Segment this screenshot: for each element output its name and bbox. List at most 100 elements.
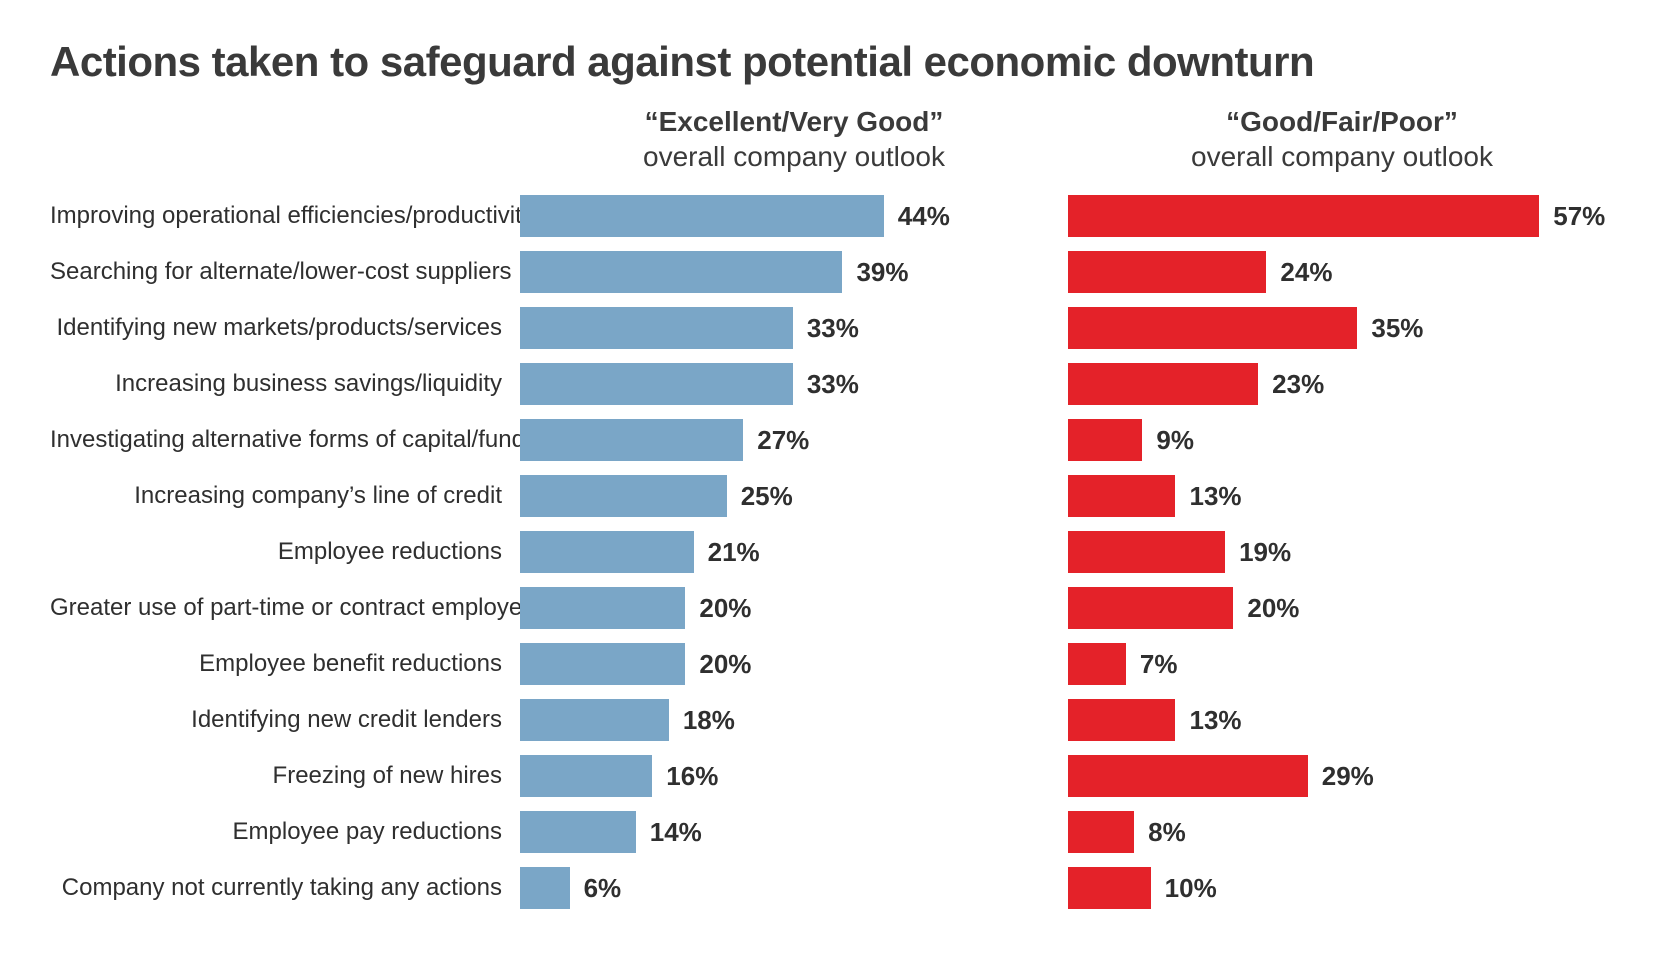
bar-value-goodfairpoor: 9% [1156,425,1194,456]
bar-cell-excellent: 20% [520,580,1068,636]
chart-container: Actions taken to safeguard against poten… [0,0,1666,963]
bar-cell-goodfairpoor: 7% [1068,636,1616,692]
bar-cell-goodfairpoor: 10% [1068,860,1616,916]
category-label: Improving operational efficiencies/produ… [50,202,520,230]
column-header-line2: overall company outlook [1068,139,1616,174]
category-label: Employee pay reductions [50,818,520,846]
chart-row: Investigating alternative forms of capit… [50,412,1616,468]
category-label: Employee benefit reductions [50,650,520,678]
bar-excellent [520,251,842,293]
column-header-goodfairpoor: “Good/Fair/Poor” overall company outlook [1068,104,1616,174]
bar-goodfairpoor [1068,699,1175,741]
chart-row: Employee reductions21%19% [50,524,1616,580]
bar-excellent [520,755,652,797]
bar-value-goodfairpoor: 7% [1140,649,1178,680]
category-label: Increasing business savings/liquidity [50,370,520,398]
bar-cell-goodfairpoor: 9% [1068,412,1616,468]
category-label: Searching for alternate/lower-cost suppl… [50,258,520,286]
bar-goodfairpoor [1068,587,1233,629]
bar-cell-goodfairpoor: 24% [1068,244,1616,300]
bar-value-excellent: 25% [741,481,793,512]
bar-cell-excellent: 6% [520,860,1068,916]
bar-value-goodfairpoor: 19% [1239,537,1291,568]
bar-value-excellent: 16% [666,761,718,792]
bar-value-goodfairpoor: 13% [1189,705,1241,736]
bar-value-excellent: 33% [807,313,859,344]
chart-row: Increasing company’s line of credit 25% 13… [50,468,1616,524]
bar-goodfairpoor [1068,755,1308,797]
bar-goodfairpoor [1068,531,1225,573]
bar-goodfairpoor [1068,643,1126,685]
bar-cell-goodfairpoor: 13% [1068,692,1616,748]
bar-goodfairpoor [1068,867,1151,909]
chart-row: Employee benefit reductions 20% 7% [50,636,1616,692]
category-label: Increasing company’s line of credit [50,482,520,510]
bar-cell-excellent: 16% [520,748,1068,804]
bar-value-excellent: 27% [757,425,809,456]
bar-cell-excellent: 14% [520,804,1068,860]
bar-value-goodfairpoor: 57% [1553,201,1605,232]
category-label: Identifying new markets/products/service… [50,314,520,342]
bar-goodfairpoor [1068,363,1258,405]
bar-value-goodfairpoor: 35% [1371,313,1423,344]
chart-row: Identifying new credit lenders 18% 13% [50,692,1616,748]
category-label: Greater use of part-time or contract emp… [50,594,520,622]
bar-goodfairpoor [1068,419,1142,461]
bar-cell-excellent: 27% [520,412,1068,468]
bar-excellent [520,811,636,853]
bar-cell-excellent: 33% [520,356,1068,412]
bar-value-goodfairpoor: 13% [1189,481,1241,512]
chart-row: Increasing business savings/liquidity33%… [50,356,1616,412]
bar-excellent [520,867,570,909]
bar-excellent [520,587,685,629]
category-label: Company not currently taking any actions [50,874,520,902]
chart-row: Company not currently taking any actions… [50,860,1616,916]
bar-goodfairpoor [1068,811,1134,853]
bar-value-excellent: 6% [584,873,622,904]
bar-value-goodfairpoor: 24% [1280,257,1332,288]
bar-value-excellent: 14% [650,817,702,848]
column-header-line1: “Excellent/Very Good” [520,104,1068,139]
bar-value-excellent: 20% [699,649,751,680]
bar-value-excellent: 20% [699,593,751,624]
column-header-line1: “Good/Fair/Poor” [1068,104,1616,139]
chart-row: Greater use of part-time or contract emp… [50,580,1616,636]
bar-excellent [520,363,793,405]
bar-cell-excellent: 21% [520,524,1068,580]
bar-excellent [520,475,727,517]
column-header-line2: overall company outlook [520,139,1068,174]
chart-row: Searching for alternate/lower-cost suppl… [50,244,1616,300]
bar-cell-excellent: 44% [520,188,1068,244]
bar-cell-goodfairpoor: 13% [1068,468,1616,524]
bar-goodfairpoor [1068,307,1357,349]
bar-excellent [520,307,793,349]
column-headers: “Excellent/Very Good” overall company ou… [50,104,1616,174]
bar-goodfairpoor [1068,475,1175,517]
bar-excellent [520,531,694,573]
bar-cell-excellent: 20% [520,636,1068,692]
bar-value-goodfairpoor: 29% [1322,761,1374,792]
bar-cell-goodfairpoor: 19% [1068,524,1616,580]
bar-value-excellent: 39% [856,257,908,288]
category-label: Freezing of new hires [50,762,520,790]
chart-title: Actions taken to safeguard against poten… [50,38,1616,86]
bar-excellent [520,195,884,237]
bar-cell-goodfairpoor: 35% [1068,300,1616,356]
bar-value-goodfairpoor: 20% [1247,593,1299,624]
chart-row: Identifying new markets/products/service… [50,300,1616,356]
bar-cell-excellent: 25% [520,468,1068,524]
bar-cell-goodfairpoor: 57% [1068,188,1616,244]
category-label: Identifying new credit lenders [50,706,520,734]
bar-cell-goodfairpoor: 8% [1068,804,1616,860]
bar-goodfairpoor [1068,251,1266,293]
bar-cell-goodfairpoor: 23% [1068,356,1616,412]
bar-cell-goodfairpoor: 29% [1068,748,1616,804]
bar-cell-excellent: 18% [520,692,1068,748]
chart-rows: Improving operational efficiencies/produ… [50,188,1616,916]
bar-cell-excellent: 39% [520,244,1068,300]
column-header-excellent: “Excellent/Very Good” overall company ou… [520,104,1068,174]
bar-value-excellent: 18% [683,705,735,736]
bar-excellent [520,643,685,685]
chart-row: Freezing of new hires 16% 29% [50,748,1616,804]
chart-row: Improving operational efficiencies/produ… [50,188,1616,244]
